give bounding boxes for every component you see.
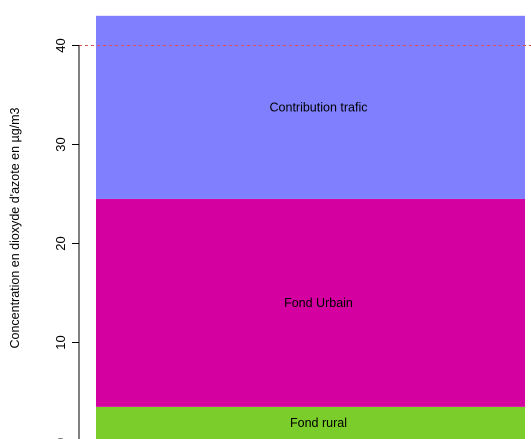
y-axis-ticks: 010203040 [53,38,79,439]
bar-segments [96,16,525,439]
y-tick-label-20: 20 [53,236,68,250]
y-tick-label-10: 10 [53,335,68,349]
segment-label-1: Fond Urbain [284,296,353,310]
segment-label-2: Contribution trafic [270,100,368,114]
y-tick-label-30: 30 [53,137,68,151]
y-axis-title: Concentration en dioxyde d'azote en µg/m… [8,107,22,348]
segment-label-0: Fond rural [290,416,347,430]
y-tick-label-40: 40 [53,38,68,52]
